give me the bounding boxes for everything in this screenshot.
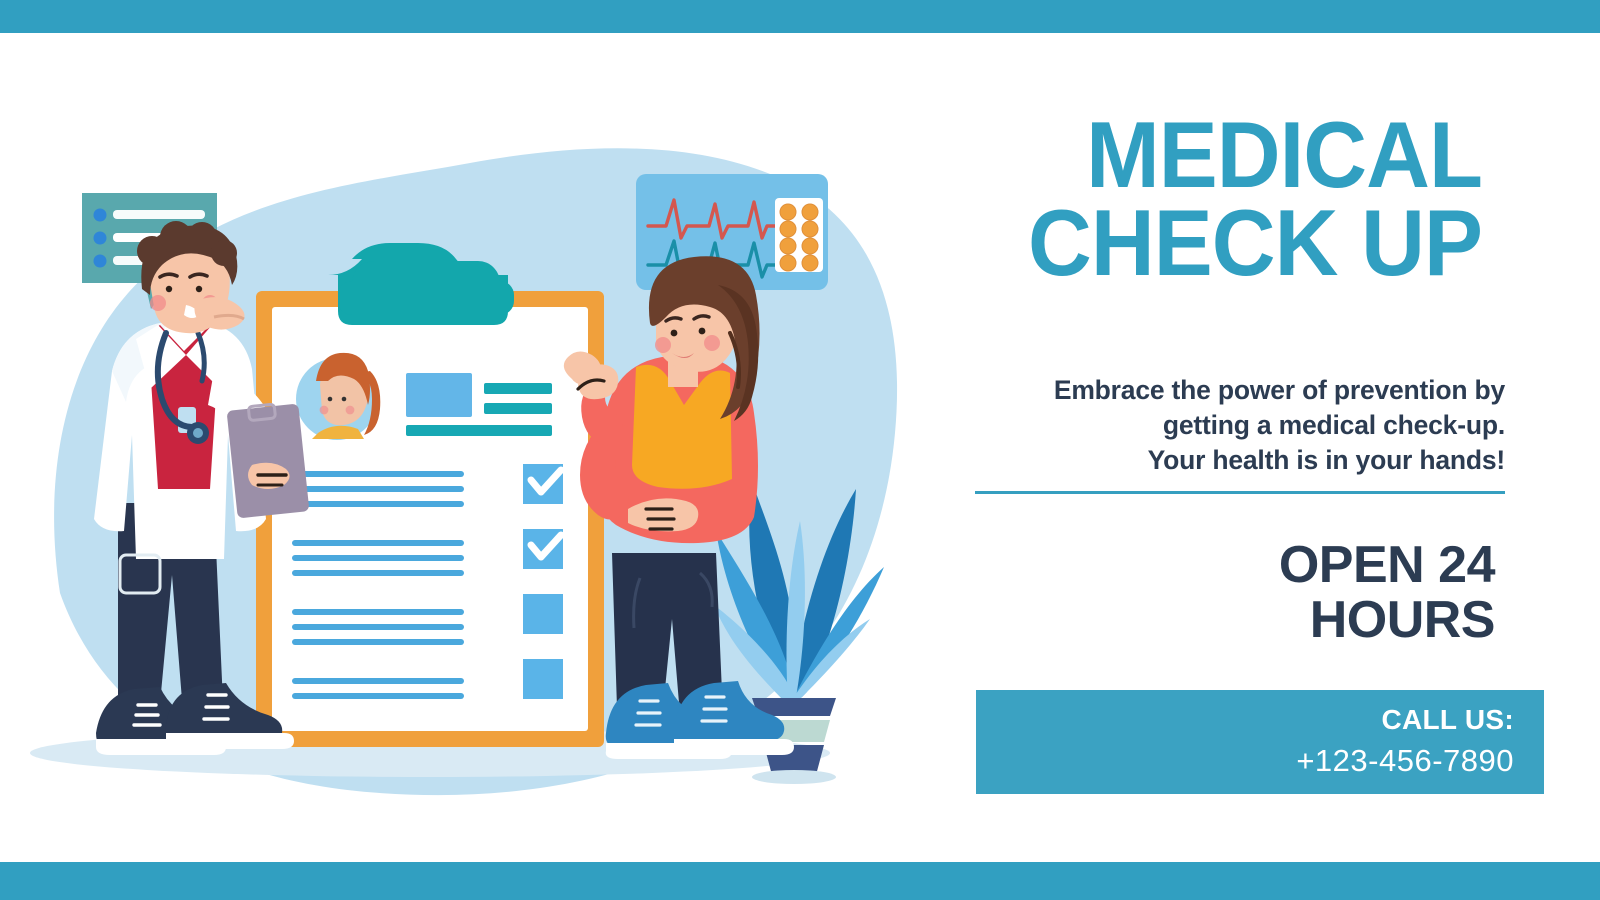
- top-accent-bar: [0, 0, 1600, 33]
- checkbox-empty-1: [523, 594, 563, 634]
- bottom-accent-bar: [0, 862, 1600, 900]
- section-divider: [975, 491, 1505, 494]
- record-photo-box: [406, 373, 472, 417]
- call-us-box[interactable]: CALL US: +123-456-7890: [976, 690, 1544, 794]
- doctor-shoes: [96, 683, 294, 755]
- checkbox-empty-2: [523, 659, 563, 699]
- checkbox-checked-1: [523, 464, 565, 504]
- clipboard-illustration: [256, 243, 604, 747]
- hours-line-1: OPEN 24: [1278, 536, 1496, 594]
- subtitle-text: Embrace the power of prevention by getti…: [985, 373, 1505, 478]
- doctor-character: [94, 221, 309, 755]
- record-text-lines: [292, 471, 464, 699]
- text-panel: MEDICAL CHECK UP Embrace the power of pr…: [960, 33, 1600, 862]
- call-us-label: CALL US:: [1381, 704, 1514, 735]
- doctor-tablet: [227, 402, 309, 518]
- woman-character: [563, 256, 794, 759]
- subtitle-line-3: Your health is in your hands!: [1147, 444, 1506, 475]
- medical-illustration: [0, 33, 960, 862]
- headline-line-2: CHECK UP: [1028, 190, 1483, 296]
- patient-avatar: [296, 352, 381, 440]
- headline-line-1: MEDICAL: [1086, 102, 1483, 207]
- hours-line-2: HOURS: [1309, 590, 1496, 649]
- phone-number[interactable]: +123-456-7890: [1296, 743, 1514, 778]
- potted-plant-illustration: [714, 481, 884, 784]
- checkbox-checked-2: [523, 529, 565, 569]
- subtitle-line-1: Embrace the power of prevention by: [1053, 375, 1505, 405]
- opening-hours: OPEN 24 HOURS: [975, 536, 1496, 649]
- checkbox-group: [523, 464, 565, 699]
- page-title: MEDICAL CHECK UP: [1012, 108, 1483, 296]
- subtitle-line-2: getting a medical check-up.: [1162, 409, 1505, 440]
- woman-shoes: [605, 681, 794, 759]
